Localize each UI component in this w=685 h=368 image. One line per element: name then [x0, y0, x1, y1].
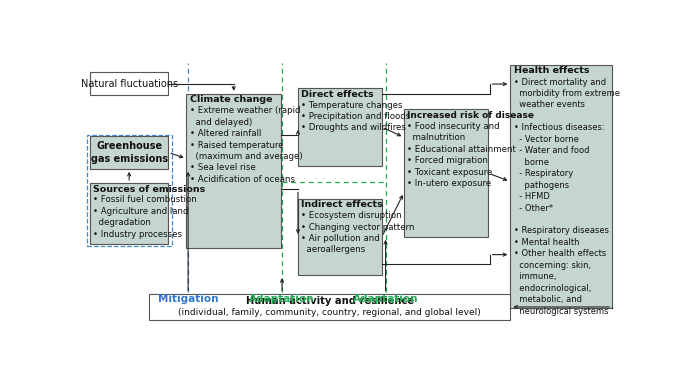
FancyBboxPatch shape — [510, 64, 612, 308]
Text: • Direct mortality and
  morbidity from extreme
  weather events

• Infectious d: • Direct mortality and morbidity from ex… — [514, 78, 619, 316]
FancyBboxPatch shape — [298, 88, 382, 166]
Text: • Fossil fuel combustion
• Agriculture and land
  degradation
• Industry process: • Fossil fuel combustion • Agriculture a… — [93, 195, 197, 239]
FancyBboxPatch shape — [298, 199, 382, 275]
Text: Natural fluctuations: Natural fluctuations — [81, 78, 177, 89]
Text: • Ecosystem disruption
• Changing vector pattern
• Air pollution and
  aeroaller: • Ecosystem disruption • Changing vector… — [301, 211, 414, 254]
Text: Adaptation: Adaptation — [249, 294, 315, 304]
Text: Climate change: Climate change — [190, 95, 272, 105]
FancyBboxPatch shape — [404, 109, 488, 237]
Text: (individual, family, community, country, regional, and global level): (individual, family, community, country,… — [179, 308, 481, 316]
Text: Increased risk of disease: Increased risk of disease — [408, 111, 534, 120]
Text: • Temperature changes
• Precipitation and floods
• Droughts and wildfires: • Temperature changes • Precipitation an… — [301, 100, 410, 132]
Text: Health effects: Health effects — [514, 66, 589, 75]
FancyBboxPatch shape — [186, 94, 281, 248]
Text: Sources of emissions: Sources of emissions — [93, 185, 206, 194]
Text: Mitigation: Mitigation — [158, 294, 219, 304]
Text: Adaptation: Adaptation — [353, 294, 419, 304]
Text: • Food insecurity and
  malnutrition
• Educational attainment
• Forced migration: • Food insecurity and malnutrition • Edu… — [408, 122, 516, 188]
Text: Greenhouse
gas emissions: Greenhouse gas emissions — [90, 141, 168, 164]
FancyBboxPatch shape — [90, 136, 169, 169]
Text: Direct effects: Direct effects — [301, 90, 374, 99]
FancyBboxPatch shape — [90, 183, 169, 244]
Text: Indirect effects: Indirect effects — [301, 200, 383, 209]
FancyBboxPatch shape — [90, 72, 169, 95]
Text: Human activity and resilience: Human activity and resilience — [246, 296, 414, 306]
FancyBboxPatch shape — [149, 294, 510, 321]
Text: • Extreme weather (rapid
  and delayed)
• Altered rainfall
• Raised temperature
: • Extreme weather (rapid and delayed) • … — [190, 106, 302, 184]
